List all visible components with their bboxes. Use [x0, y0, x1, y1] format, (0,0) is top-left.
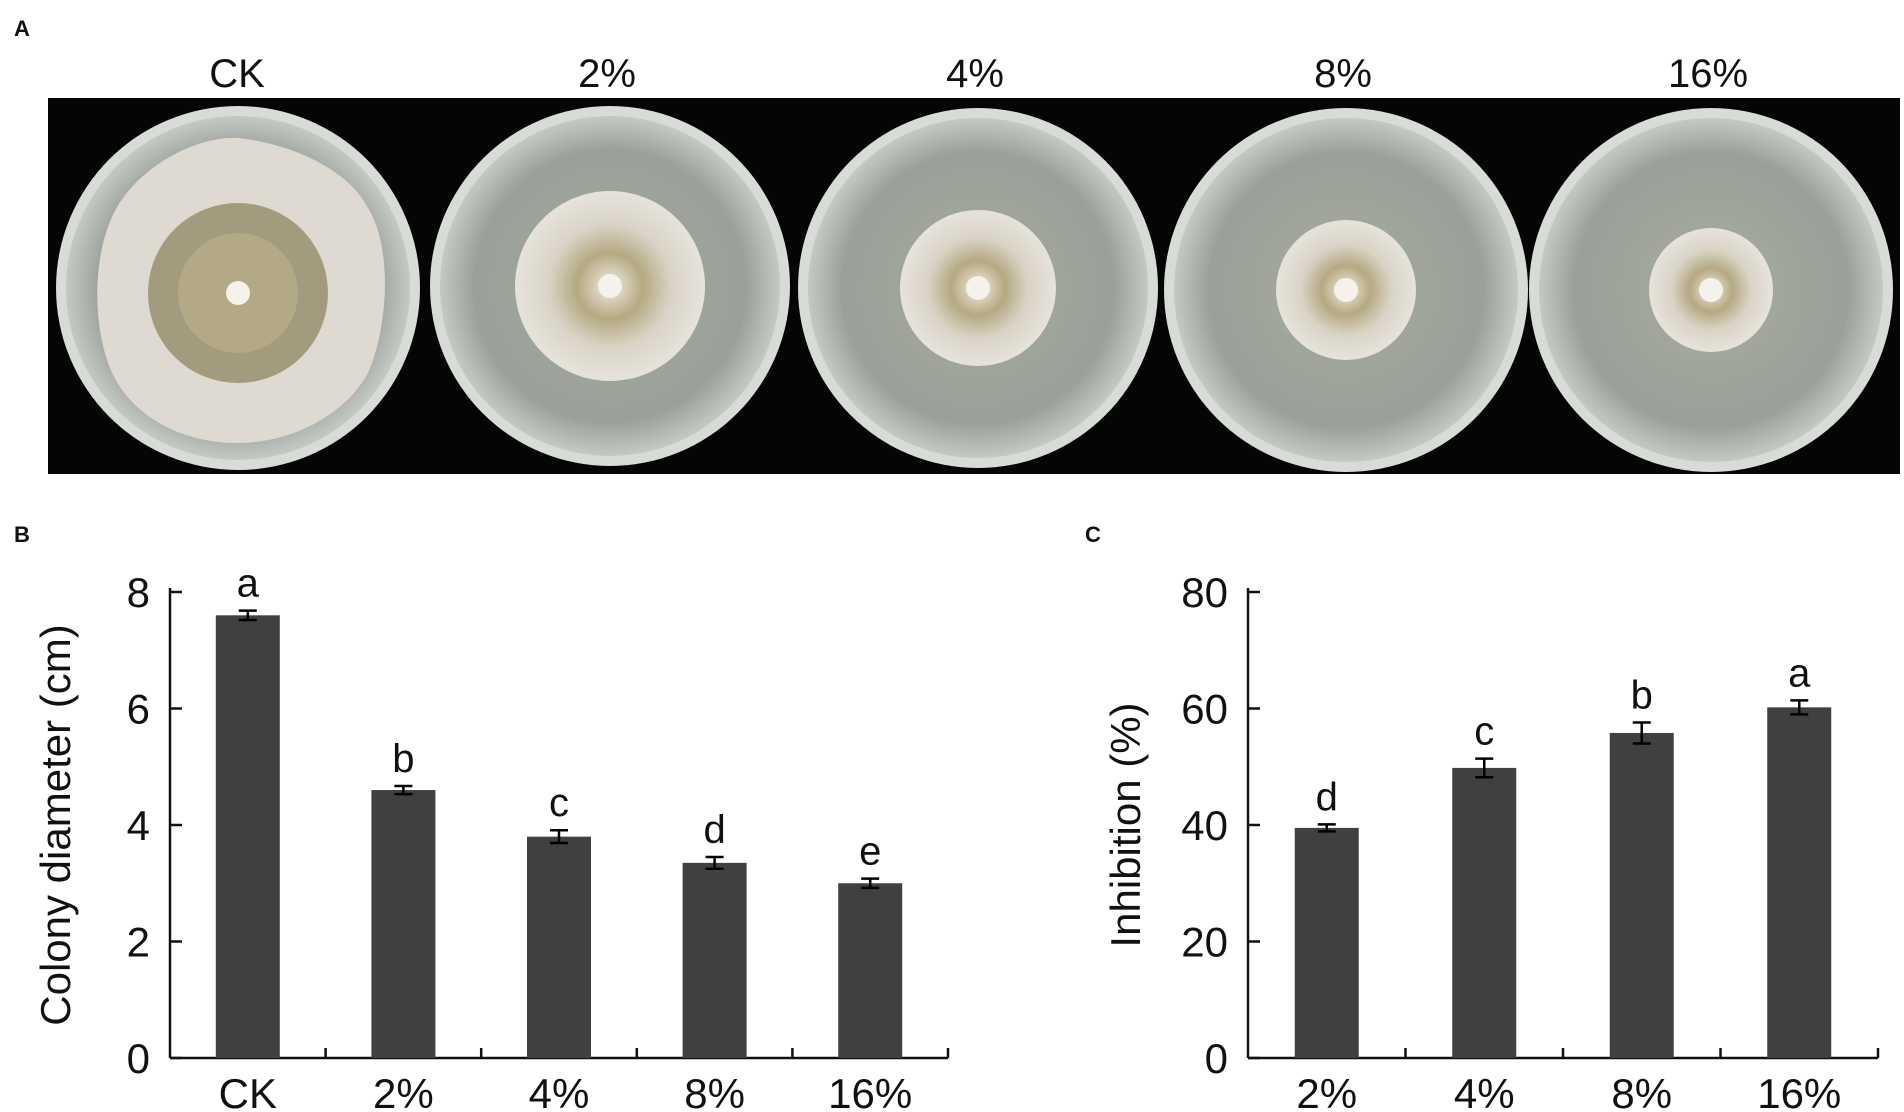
- bar: [527, 836, 591, 1058]
- bar: [682, 862, 747, 1058]
- x-tick-label: 16%: [1757, 1070, 1841, 1112]
- bar: [371, 790, 436, 1058]
- significance-label: c: [549, 781, 569, 825]
- bar: [1294, 827, 1359, 1058]
- plate-16pct: [1529, 108, 1893, 472]
- bar: [1767, 707, 1832, 1058]
- y-tick-label: 4: [127, 802, 150, 849]
- plate-label-16pct: 16%: [1667, 52, 1749, 96]
- x-tick-label: 8%: [684, 1070, 745, 1112]
- significance-label: d: [1316, 775, 1338, 819]
- y-tick-label: 60: [1181, 686, 1228, 733]
- panel-c-label: C: [1085, 522, 1101, 547]
- panel-b-label: B: [14, 522, 30, 547]
- y-tick-label: 40: [1181, 802, 1228, 849]
- y-tick-label: 20: [1181, 919, 1228, 966]
- bar: [215, 615, 280, 1058]
- plate-label-2pct: 2%: [578, 52, 636, 96]
- x-tick-label: 4%: [1454, 1070, 1515, 1112]
- significance-label: a: [1788, 651, 1811, 695]
- y-tick-label: 6: [127, 686, 150, 733]
- plate-2pct: [430, 106, 790, 466]
- plate-8pct: [1164, 108, 1528, 472]
- y-axis-label: Colony diameter (cm): [32, 624, 79, 1025]
- y-tick-label: 0: [127, 1035, 150, 1082]
- significance-label: d: [703, 808, 725, 852]
- y-tick-label: 8: [127, 569, 150, 616]
- significance-label: b: [1631, 673, 1653, 717]
- bar: [1452, 767, 1517, 1058]
- significance-label: c: [1474, 710, 1494, 754]
- x-tick-label: CK: [219, 1070, 277, 1112]
- panel-a-label: A: [14, 16, 30, 41]
- significance-label: e: [859, 830, 881, 874]
- x-tick-label: 2%: [1296, 1070, 1357, 1112]
- x-tick-label: 2%: [373, 1070, 434, 1112]
- y-tick-label: 0: [1205, 1035, 1228, 1082]
- bar: [838, 883, 903, 1058]
- x-tick-label: 4%: [529, 1070, 590, 1112]
- petri-dish-photo: [48, 98, 1900, 474]
- plate-label-ck: CK: [209, 52, 265, 96]
- plate-ck: [56, 106, 420, 470]
- y-tick-label: 80: [1181, 569, 1228, 616]
- y-tick-label: 2: [127, 919, 150, 966]
- petri-dish-illustration: [56, 106, 1893, 472]
- plate-label-8pct: 8%: [1314, 52, 1372, 96]
- significance-label: a: [237, 562, 260, 606]
- y-axis-label: Inhibition (%): [1102, 702, 1149, 947]
- bar: [1609, 732, 1674, 1058]
- x-tick-label: 16%: [828, 1070, 912, 1112]
- x-tick-label: 8%: [1611, 1070, 1672, 1112]
- plate-label-4pct: 4%: [946, 52, 1004, 96]
- significance-label: b: [392, 737, 414, 781]
- plate-4pct: [798, 108, 1158, 468]
